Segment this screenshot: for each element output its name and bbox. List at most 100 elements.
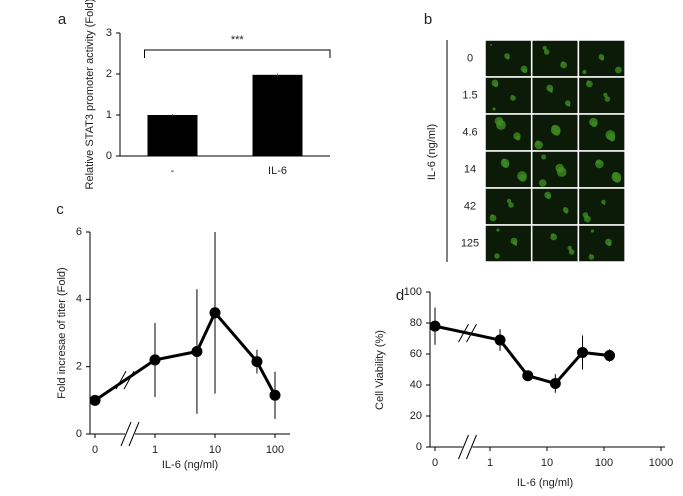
panel-label: d bbox=[396, 287, 404, 304]
axis-break bbox=[466, 434, 477, 460]
cell bbox=[615, 66, 622, 74]
panel-label: c bbox=[56, 201, 64, 218]
y-axis-label: Fold incresae of titer (Fold) bbox=[56, 267, 68, 398]
point bbox=[269, 389, 281, 401]
row-label: 125 bbox=[461, 237, 479, 249]
cell bbox=[520, 65, 528, 73]
micrograph bbox=[484, 150, 533, 189]
axis-break bbox=[458, 434, 469, 460]
cell bbox=[544, 191, 552, 199]
x-tick-label: 1 bbox=[487, 457, 493, 469]
micrograph bbox=[577, 113, 626, 152]
cell bbox=[501, 158, 507, 164]
point bbox=[209, 307, 221, 319]
y-axis-label: IL-6 (ng/ml) bbox=[426, 124, 438, 180]
annotation: *** bbox=[231, 34, 245, 46]
y-tick-label: 0 bbox=[106, 150, 112, 162]
cell bbox=[504, 53, 510, 59]
axis-break bbox=[128, 421, 140, 447]
significance-bracket bbox=[144, 49, 331, 58]
point bbox=[522, 370, 534, 382]
micrograph bbox=[530, 76, 580, 115]
y-tick-label: 80 bbox=[410, 317, 422, 329]
y-tick-label: 2 bbox=[106, 68, 112, 80]
micrograph bbox=[530, 187, 580, 226]
y-tick-label: 1 bbox=[106, 109, 112, 121]
cell bbox=[492, 107, 496, 111]
x-tick-label: 100 bbox=[595, 457, 613, 469]
cell bbox=[539, 179, 547, 187]
cell bbox=[563, 207, 566, 209]
micrograph bbox=[484, 224, 533, 263]
x-tick-label: 1 bbox=[152, 444, 158, 456]
micrograph bbox=[577, 76, 626, 115]
point bbox=[89, 394, 101, 406]
micrograph bbox=[530, 224, 580, 263]
cell bbox=[491, 79, 499, 87]
cell bbox=[513, 132, 521, 140]
cell bbox=[535, 140, 541, 146]
line bbox=[94, 310, 277, 402]
bar bbox=[252, 74, 303, 156]
panel-label: a bbox=[58, 11, 67, 28]
x-axis-label: IL-6 (ng/ml) bbox=[162, 459, 218, 471]
cell bbox=[564, 100, 571, 106]
cell bbox=[542, 45, 547, 51]
cell bbox=[490, 214, 494, 218]
point bbox=[577, 346, 589, 358]
row-label: 1.5 bbox=[462, 89, 477, 101]
y-tick-label: 4 bbox=[76, 293, 82, 305]
line-break bbox=[466, 323, 477, 343]
x-tick-label: 1000 bbox=[649, 457, 673, 469]
y-tick-label: 100 bbox=[404, 286, 422, 298]
point bbox=[549, 377, 561, 389]
cell bbox=[551, 233, 555, 237]
cell bbox=[589, 254, 592, 256]
cell bbox=[586, 80, 591, 84]
cell bbox=[603, 92, 608, 98]
y-tick-label: 0 bbox=[416, 441, 422, 453]
x-tick-label: 10 bbox=[209, 444, 221, 456]
cell bbox=[582, 212, 589, 218]
point bbox=[494, 334, 506, 346]
cell bbox=[546, 84, 554, 92]
cell bbox=[496, 228, 500, 232]
x-tick-label: IL-6 bbox=[268, 165, 287, 177]
x-tick-label: 0 bbox=[432, 457, 438, 469]
micrograph bbox=[577, 224, 626, 263]
point bbox=[191, 346, 203, 358]
micrograph bbox=[484, 113, 533, 152]
point bbox=[429, 320, 441, 332]
y-tick-label: 2 bbox=[76, 361, 82, 373]
x-tick-label: 0 bbox=[92, 444, 98, 456]
cell bbox=[567, 245, 572, 251]
row-label: 0 bbox=[467, 52, 473, 64]
row-label: 4.6 bbox=[462, 126, 477, 138]
x-axis-label: IL-6 (ng/ml) bbox=[517, 477, 573, 489]
point bbox=[251, 356, 263, 368]
cell bbox=[561, 61, 565, 65]
axis-break-gap bbox=[462, 444, 473, 450]
x-tick-label: 100 bbox=[266, 444, 284, 456]
cell bbox=[551, 124, 558, 132]
x-tick-label: - bbox=[171, 165, 175, 177]
point bbox=[149, 354, 161, 366]
y-tick-label: 3 bbox=[106, 27, 112, 39]
line-break bbox=[458, 323, 469, 343]
cell bbox=[590, 229, 595, 233]
row-label: 42 bbox=[464, 200, 476, 212]
panel-label: b bbox=[424, 11, 432, 28]
x-tick-label: 10 bbox=[541, 457, 553, 469]
cell bbox=[599, 54, 602, 56]
bar bbox=[147, 115, 198, 156]
row-label: 14 bbox=[464, 163, 476, 175]
cell bbox=[506, 198, 512, 204]
cell bbox=[517, 171, 527, 181]
cell bbox=[541, 154, 547, 160]
cell bbox=[589, 117, 598, 127]
cell bbox=[605, 130, 616, 140]
micrograph bbox=[530, 150, 580, 189]
y-axis-label: Cell Viability (%) bbox=[374, 330, 386, 410]
axis-break-gap bbox=[125, 431, 135, 437]
